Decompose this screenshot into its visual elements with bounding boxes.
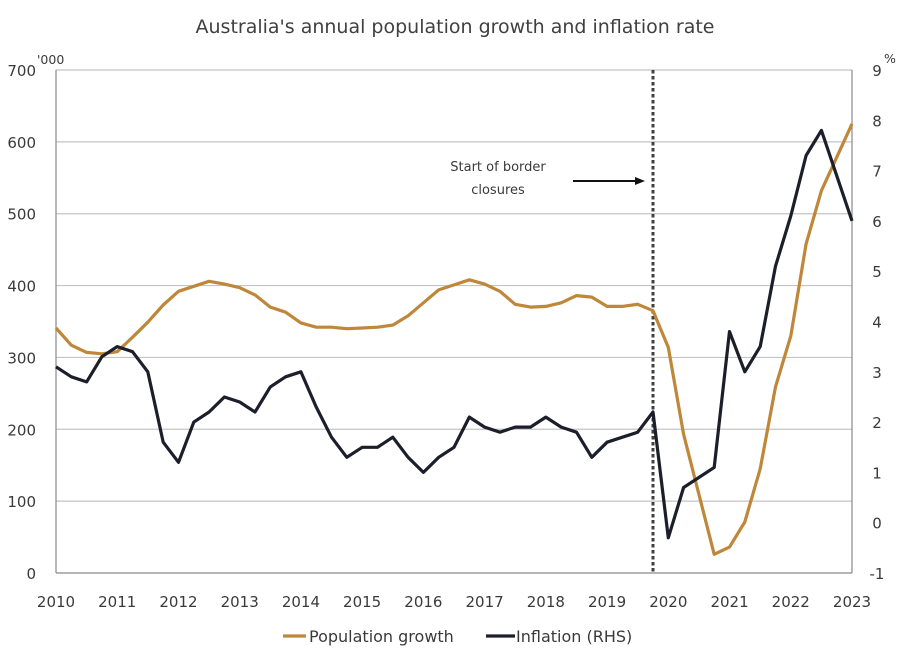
series-lines [54,123,854,556]
x-axis-tick-label: 2015 [343,593,381,611]
right-axis: -1 0 1 2 3 4 5 6 7 8 9 [870,62,885,583]
right-axis-tick-label: 6 [872,213,882,231]
left-axis: 0 100 200 300 400 500 600 700 [7,62,36,583]
left-axis-unit: '000 [37,52,64,67]
legend-label-population: Population growth [309,627,454,646]
right-axis-tick-label: 0 [872,515,882,533]
right-axis-tick-label: 5 [872,263,882,281]
left-axis-tick-label: 400 [7,278,36,296]
population-growth-line [54,123,854,556]
x-axis-tick-label: 2014 [282,593,320,611]
right-axis-tick-label: 7 [872,163,882,181]
x-axis: 2010 2011 2012 2013 2014 2015 2016 2017 2018 2019… [37,593,871,611]
right-axis-tick-label: 8 [872,112,882,130]
x-axis-tick-label: 2013 [221,593,259,611]
x-axis-tick-label: 2020 [649,593,687,611]
annotation-arrowhead-icon [635,177,645,185]
right-axis-tick-label: 3 [872,364,882,382]
right-axis-tick-label: 1 [872,464,882,482]
annotation-label-line-1: Start of border [450,160,546,175]
x-axis-tick-label: 2023 [833,593,871,611]
x-axis-tick-label: 2010 [37,593,75,611]
x-axis-tick-label: 2019 [588,593,626,611]
left-axis-tick-label: 700 [7,62,36,80]
left-axis-tick-label: 300 [7,349,36,367]
right-axis-tick-label: 9 [872,62,882,80]
chart-title: Australia's annual population growth and… [196,16,715,38]
right-axis-tick-label: -1 [870,565,885,583]
x-axis-tick-label: 2017 [466,593,504,611]
left-axis-tick-label: 0 [26,565,36,583]
x-axis-tick-label: 2012 [159,593,197,611]
right-axis-tick-label: 2 [872,414,882,432]
x-axis-tick-label: 2022 [772,593,810,611]
left-axis-tick-label: 500 [7,206,36,224]
x-axis-tick-label: 2011 [98,593,136,611]
right-axis-unit: % [884,51,896,66]
x-axis-tick-label: 2021 [710,593,748,611]
x-axis-tick-label: 2018 [527,593,565,611]
gridlines [55,69,853,574]
left-axis-tick-label: 200 [7,421,36,439]
left-axis-tick-label: 100 [7,493,36,511]
left-axis-tick-label: 600 [7,134,36,152]
annotation: Start of border closures [450,70,655,573]
right-axis-tick-label: 4 [872,314,882,332]
annotation-label-line-2: closures [471,183,525,198]
legend: Population growth Inflation (RHS) [283,627,632,646]
inflation-line [55,128,854,540]
x-axis-tick-label: 2016 [404,593,442,611]
legend-label-inflation: Inflation (RHS) [516,627,632,646]
